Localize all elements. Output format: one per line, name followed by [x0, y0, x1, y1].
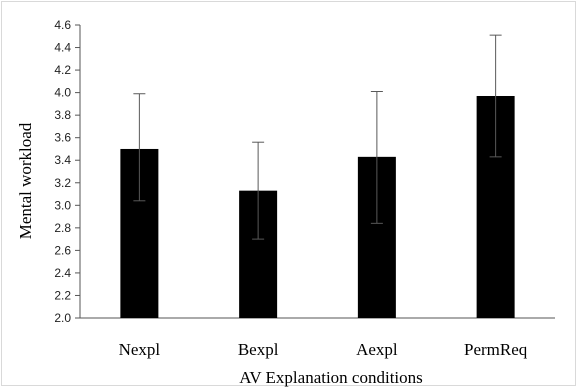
y-tick-label: 3.0 — [54, 198, 71, 212]
y-tick-label: 3.6 — [54, 131, 71, 145]
y-tick-label: 3.4 — [54, 153, 71, 167]
x-category-label: PermReq — [464, 340, 528, 359]
x-axis-categories: Nexpl Bexpl Aexpl PermReq — [119, 340, 528, 359]
y-tick-label: 4.0 — [54, 86, 71, 100]
y-axis-title: Mental workload — [16, 122, 35, 239]
y-tick-label: 4.2 — [54, 63, 71, 77]
bars — [120, 95, 515, 318]
x-category-label: Bexpl — [238, 340, 279, 359]
y-tick-label: 2.0 — [54, 311, 71, 325]
y-tick-label: 2.6 — [54, 243, 71, 257]
y-tick-label: 2.2 — [54, 288, 71, 302]
y-axis-ticks: 2.0 2.2 2.4 2.6 2.8 3.0 3.2 3.4 3.6 3.8 4.0 4.2 4.4 4… — [54, 18, 80, 325]
error-bars — [133, 34, 502, 240]
x-axis-title: AV Explanation conditions — [239, 368, 423, 387]
x-category-label: Nexpl — [119, 340, 161, 359]
y-tick-label: 4.4 — [54, 41, 71, 55]
x-category-label: Aexpl — [356, 340, 398, 359]
y-tick-label: 3.2 — [54, 176, 71, 190]
y-tick-label: 2.8 — [54, 221, 71, 235]
y-tick-label: 3.8 — [54, 108, 71, 122]
y-tick-label: 2.4 — [54, 266, 71, 280]
y-tick-label: 4.6 — [54, 18, 71, 32]
